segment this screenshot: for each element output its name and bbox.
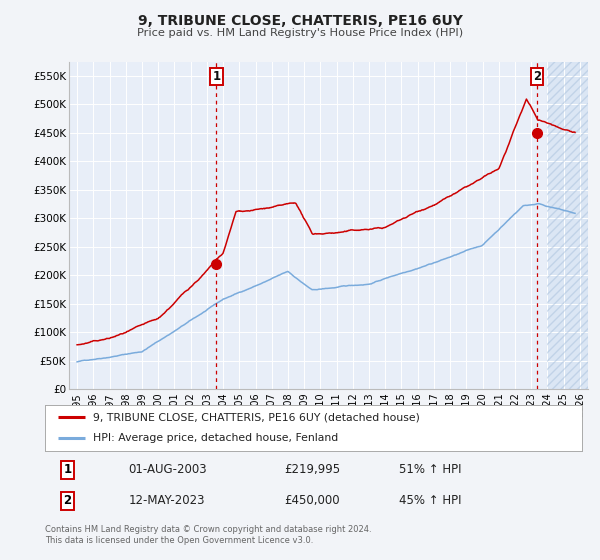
Text: Price paid vs. HM Land Registry's House Price Index (HPI): Price paid vs. HM Land Registry's House … [137, 28, 463, 38]
Text: 9, TRIBUNE CLOSE, CHATTERIS, PE16 6UY (detached house): 9, TRIBUNE CLOSE, CHATTERIS, PE16 6UY (d… [94, 412, 420, 422]
Text: £450,000: £450,000 [284, 494, 340, 507]
Bar [547, 62, 588, 389]
Text: £219,995: £219,995 [284, 464, 340, 477]
Text: 2: 2 [533, 70, 541, 83]
Text: Contains HM Land Registry data © Crown copyright and database right 2024.
This d: Contains HM Land Registry data © Crown c… [45, 525, 371, 545]
Bar [547, 62, 588, 389]
Text: 01-AUG-2003: 01-AUG-2003 [128, 464, 207, 477]
Text: 51% ↑ HPI: 51% ↑ HPI [400, 464, 462, 477]
Text: 2: 2 [64, 494, 71, 507]
Text: HPI: Average price, detached house, Fenland: HPI: Average price, detached house, Fenl… [94, 433, 338, 444]
Text: 45% ↑ HPI: 45% ↑ HPI [400, 494, 462, 507]
Text: 1: 1 [212, 70, 220, 83]
Text: 12-MAY-2023: 12-MAY-2023 [128, 494, 205, 507]
Text: 1: 1 [64, 464, 71, 477]
Text: 9, TRIBUNE CLOSE, CHATTERIS, PE16 6UY: 9, TRIBUNE CLOSE, CHATTERIS, PE16 6UY [137, 14, 463, 28]
